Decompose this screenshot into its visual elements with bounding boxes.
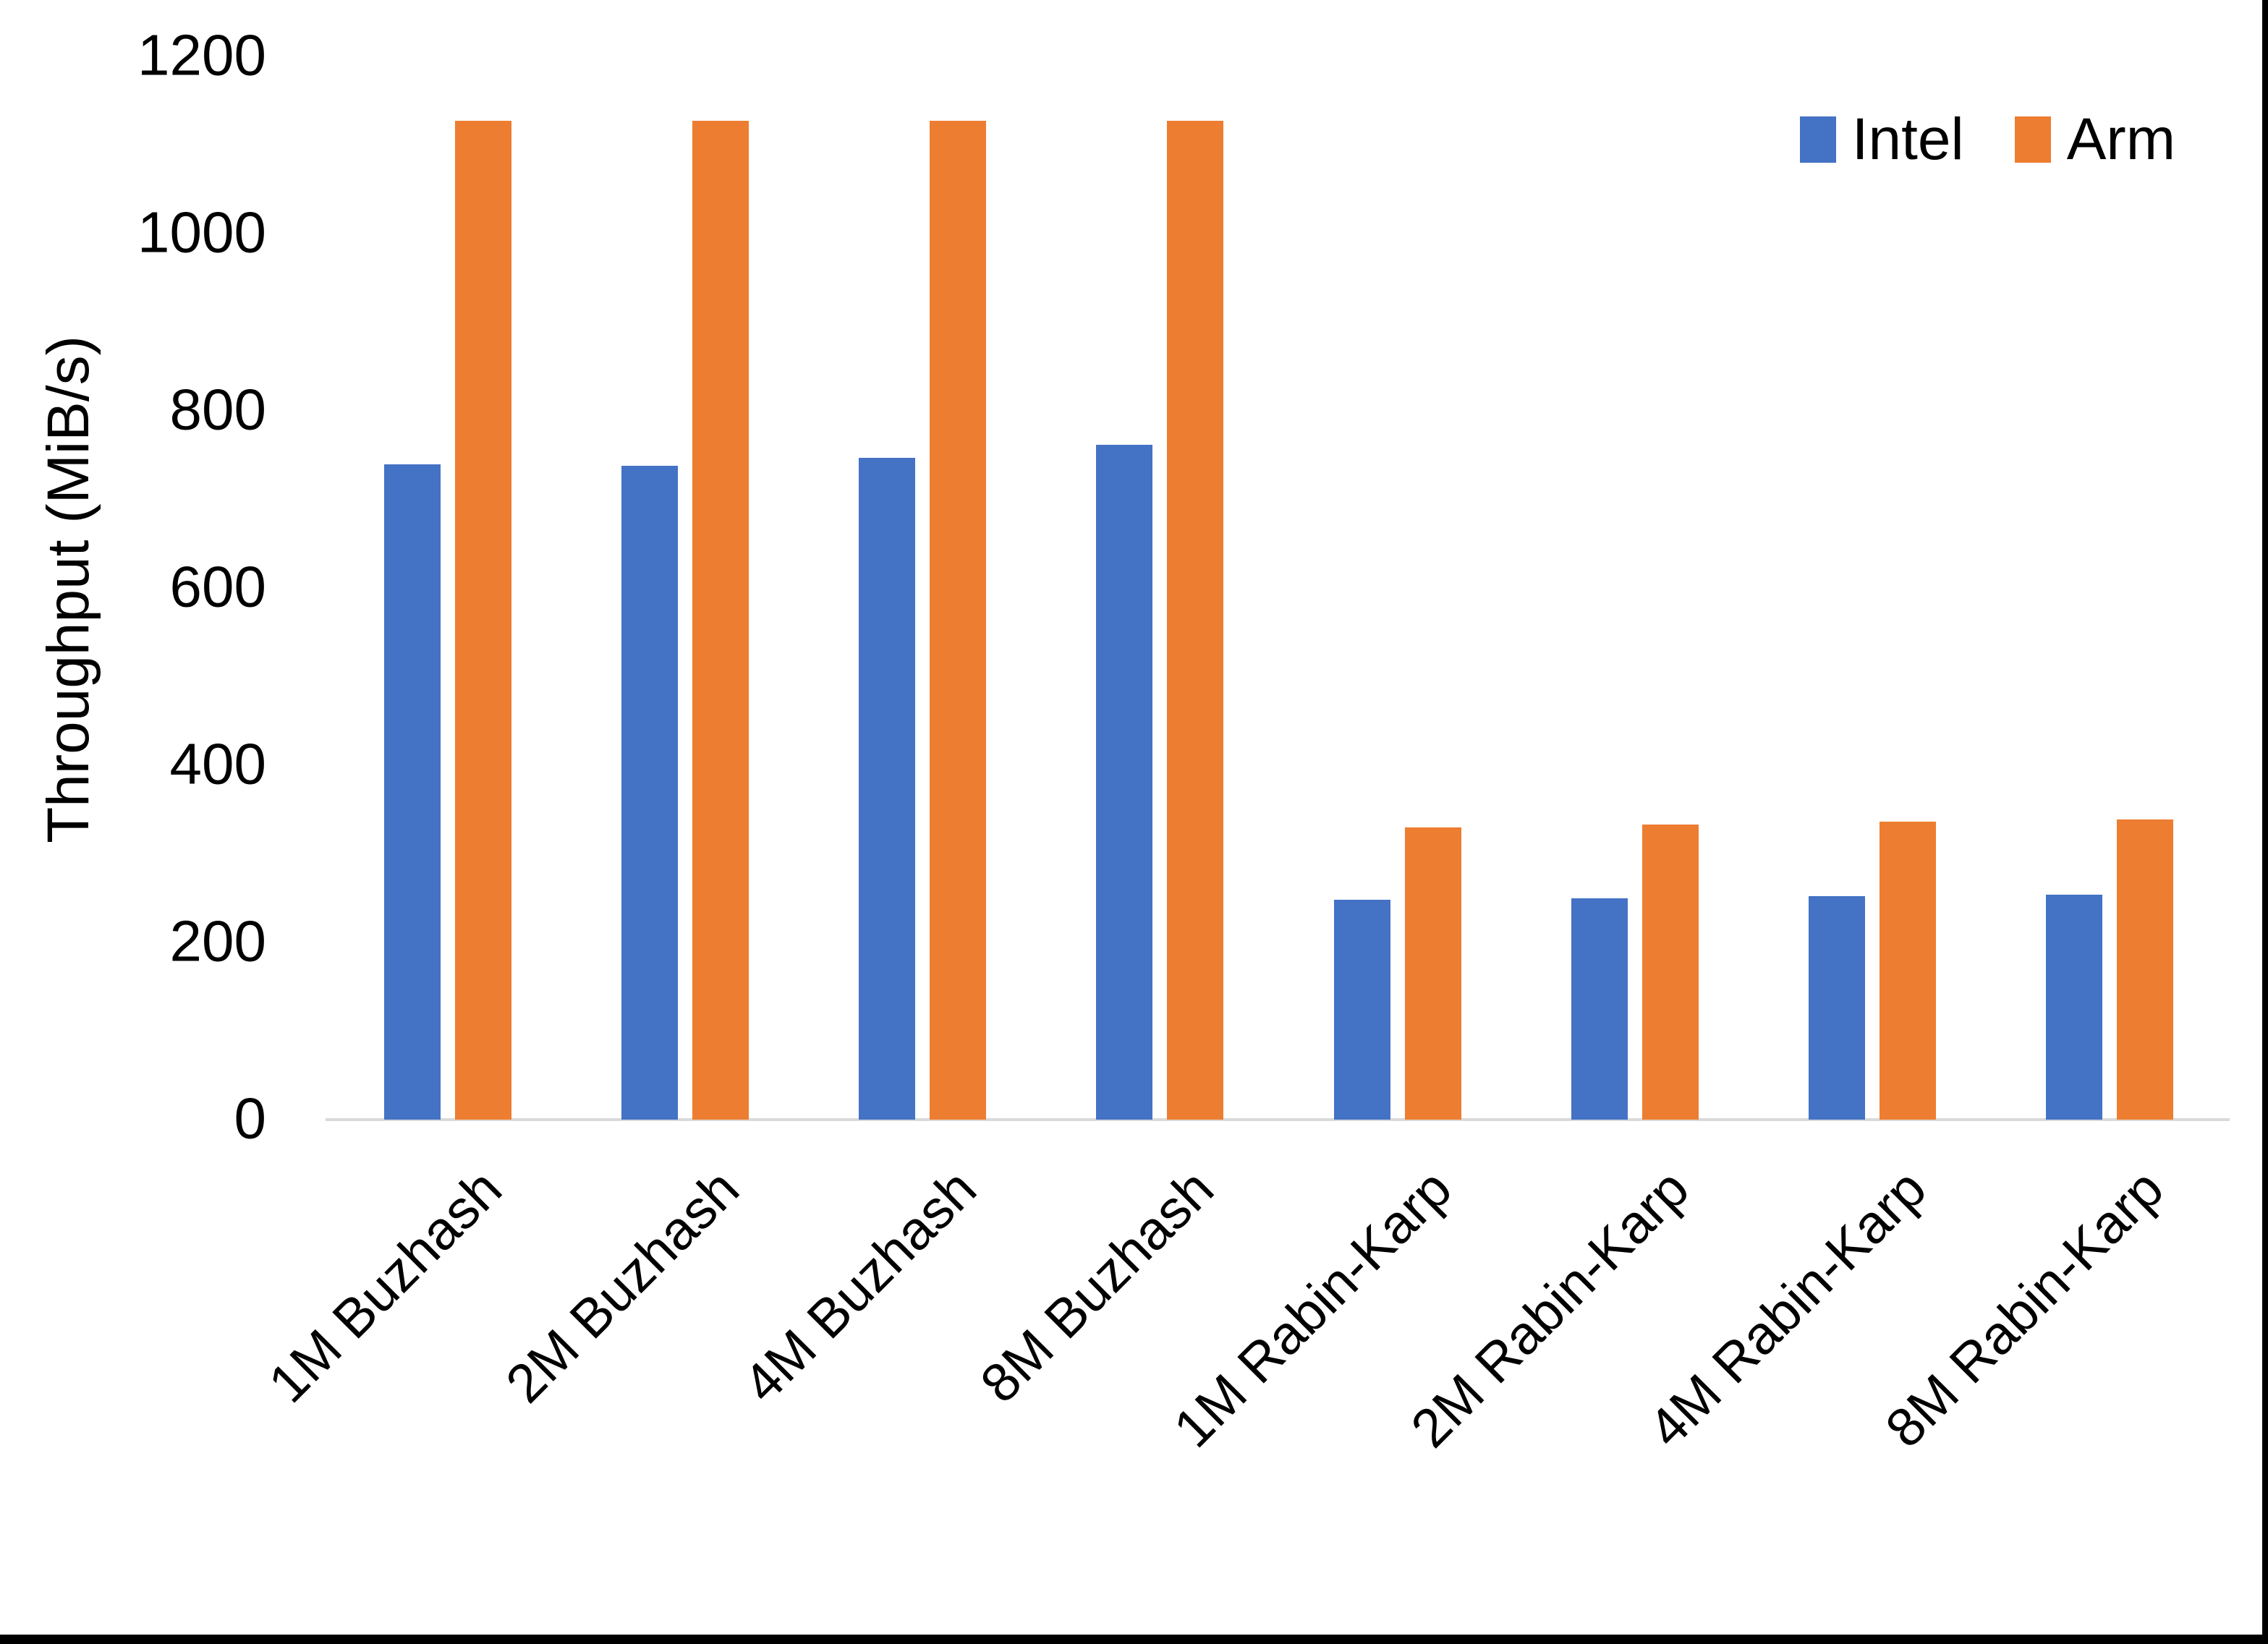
bar-arm-8m-rabin-karp xyxy=(2116,819,2173,1120)
bar-intel-4m-buzhash xyxy=(859,457,916,1120)
y-tick-label-1000: 1000 xyxy=(137,200,266,265)
bar-arm-4m-rabin-karp xyxy=(1879,822,1936,1120)
legend-item-arm: Arm xyxy=(2014,106,2175,172)
bar-group-8m-rabin-karp xyxy=(2045,819,2173,1120)
y-tick-label-400: 400 xyxy=(169,731,266,796)
x-tick-label-1m-buzhash: 1M Buzhash xyxy=(256,1157,514,1414)
x-axis-line xyxy=(326,1118,2230,1121)
bar-group-1m-buzhash xyxy=(384,121,512,1120)
bar-arm-8m-buzhash xyxy=(1167,121,1224,1120)
y-tick-label-0: 0 xyxy=(234,1086,267,1151)
bar-intel-4m-rabin-karp xyxy=(1808,896,1865,1120)
y-tick-label-200: 200 xyxy=(169,908,266,974)
bar-arm-2m-buzhash xyxy=(692,121,749,1120)
bar-group-1m-rabin-karp xyxy=(1333,827,1461,1120)
frame-border-right xyxy=(2262,0,2268,1644)
x-tick-label-8m-buzhash: 8M Buzhash xyxy=(969,1157,1226,1414)
bar-arm-4m-buzhash xyxy=(930,121,987,1120)
legend-item-intel: Intel xyxy=(1799,106,1964,172)
y-tick-label-800: 800 xyxy=(169,377,266,442)
bar-group-2m-rabin-karp xyxy=(1571,825,1699,1120)
legend: Intel Arm xyxy=(1799,106,2175,172)
y-tick-label-1200: 1200 xyxy=(137,22,266,88)
x-tick-label-4m-buzhash: 4M Buzhash xyxy=(731,1157,988,1414)
bar-group-4m-rabin-karp xyxy=(1808,822,1936,1120)
plot-area xyxy=(329,56,2228,1120)
legend-label-arm: Arm xyxy=(2066,106,2175,172)
bar-group-8m-buzhash xyxy=(1096,121,1224,1120)
bar-arm-2m-rabin-karp xyxy=(1641,825,1699,1120)
legend-label-intel: Intel xyxy=(1851,106,1964,172)
bar-arm-1m-buzhash xyxy=(455,121,512,1120)
y-tick-label-600: 600 xyxy=(169,554,266,619)
bar-intel-2m-rabin-karp xyxy=(1571,898,1628,1120)
bar-group-4m-buzhash xyxy=(859,121,987,1120)
bar-intel-8m-buzhash xyxy=(1096,444,1153,1120)
legend-swatch-intel xyxy=(1799,116,1836,163)
bar-intel-2m-buzhash xyxy=(621,466,679,1120)
bar-intel-1m-rabin-karp xyxy=(1333,900,1390,1120)
legend-swatch-arm xyxy=(2014,116,2051,163)
frame-border-bottom xyxy=(0,1635,2268,1644)
bar-intel-8m-rabin-karp xyxy=(2045,894,2102,1120)
bar-arm-1m-rabin-karp xyxy=(1404,827,1461,1120)
bar-group-2m-buzhash xyxy=(621,121,749,1120)
x-tick-label-2m-buzhash: 2M Buzhash xyxy=(494,1157,751,1414)
bar-intel-1m-buzhash xyxy=(384,464,441,1120)
